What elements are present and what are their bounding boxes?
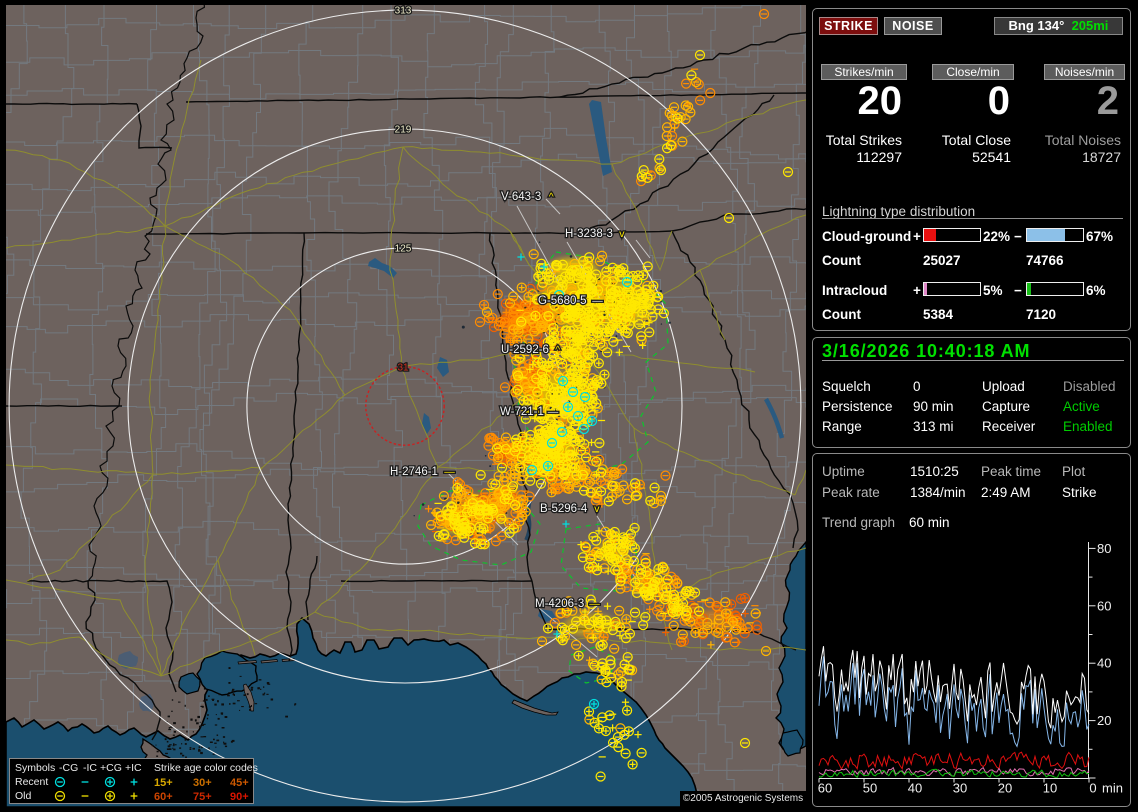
svg-text:V-643-3: V-643-3	[501, 191, 541, 203]
svg-text:31: 31	[397, 362, 409, 373]
svg-text:—: —	[592, 295, 603, 307]
svg-text:B-5296-4: B-5296-4	[540, 503, 588, 515]
svg-text:H-3238-3: H-3238-3	[565, 228, 613, 240]
svg-text:40: 40	[908, 781, 922, 796]
svg-text:313: 313	[395, 6, 412, 17]
svg-text:—: —	[548, 406, 559, 418]
svg-text:^: ^	[549, 191, 554, 203]
svg-text:—: —	[444, 466, 455, 478]
svg-text:W-721-1: W-721-1	[500, 406, 544, 418]
svg-text:50: 50	[863, 781, 877, 796]
svg-text:30+: 30+	[193, 777, 212, 789]
svg-text:v: v	[594, 503, 600, 515]
svg-text:—: —	[589, 598, 600, 610]
svg-text:60: 60	[1097, 598, 1111, 613]
svg-text:90+: 90+	[230, 791, 249, 803]
svg-text:40: 40	[1097, 656, 1111, 671]
svg-text:60: 60	[818, 781, 832, 796]
svg-text:219: 219	[395, 124, 412, 135]
svg-text:^: ^	[555, 344, 560, 356]
svg-text:45+: 45+	[230, 777, 249, 789]
svg-text:30: 30	[953, 781, 967, 796]
svg-text:M-4206-3: M-4206-3	[535, 598, 584, 610]
svg-text:v: v	[619, 228, 625, 240]
svg-text:60+: 60+	[154, 791, 173, 803]
svg-text:80: 80	[1097, 541, 1111, 556]
svg-text:20: 20	[1097, 713, 1111, 728]
svg-text:10: 10	[1043, 781, 1057, 796]
svg-text:min: min	[1102, 781, 1123, 796]
svg-text:H-2746-1: H-2746-1	[390, 466, 438, 478]
svg-text:125: 125	[395, 243, 412, 254]
svg-text:75+: 75+	[193, 791, 212, 803]
svg-text:U-2592-6: U-2592-6	[501, 344, 549, 356]
svg-text:G-5680-5: G-5680-5	[538, 295, 587, 307]
svg-text:20: 20	[998, 781, 1012, 796]
svg-text:15+: 15+	[154, 777, 173, 789]
svg-text:0: 0	[1089, 781, 1096, 796]
